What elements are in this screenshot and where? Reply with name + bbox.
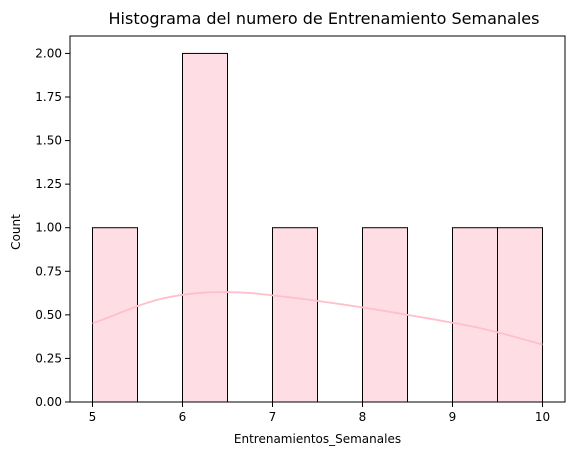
x-tick-label-4: 9 (449, 410, 457, 424)
y-tick-label-2: 0.50 (35, 308, 62, 322)
histogram-bar-4 (273, 228, 318, 402)
histogram-bar-2 (183, 53, 228, 402)
x-tick-label-5: 10 (535, 410, 550, 424)
histogram-bar-9 (498, 228, 543, 402)
y-tick-label-6: 1.50 (35, 134, 62, 148)
x-axis-label: Entrenamientos_Semanales (234, 432, 401, 446)
x-tick-label-2: 7 (269, 410, 277, 424)
y-tick-label-3: 0.75 (35, 264, 62, 278)
y-axis-ticks: 0.00 0.25 0.50 0.75 1.00 1.25 1.50 1.75 2.00 (35, 46, 70, 409)
x-tick-label-0: 5 (89, 410, 97, 424)
x-axis-ticks: 5 6 7 8 9 10 (89, 402, 550, 424)
chart-title: Histograma del numero de Entrenamiento S… (109, 9, 540, 28)
y-tick-label-8: 2.00 (35, 46, 62, 60)
x-tick-label-1: 6 (179, 410, 187, 424)
histogram-bar-6 (363, 228, 408, 402)
histogram-bar-8 (453, 228, 498, 402)
y-axis-label: Count (9, 214, 23, 250)
y-tick-label-5: 1.25 (35, 177, 62, 191)
histogram-bars (93, 53, 543, 402)
y-tick-label-0: 0.00 (35, 395, 62, 409)
y-tick-label-1: 0.25 (35, 351, 62, 365)
y-tick-label-4: 1.00 (35, 221, 62, 235)
y-tick-label-7: 1.75 (35, 90, 62, 104)
x-tick-label-3: 8 (359, 410, 367, 424)
